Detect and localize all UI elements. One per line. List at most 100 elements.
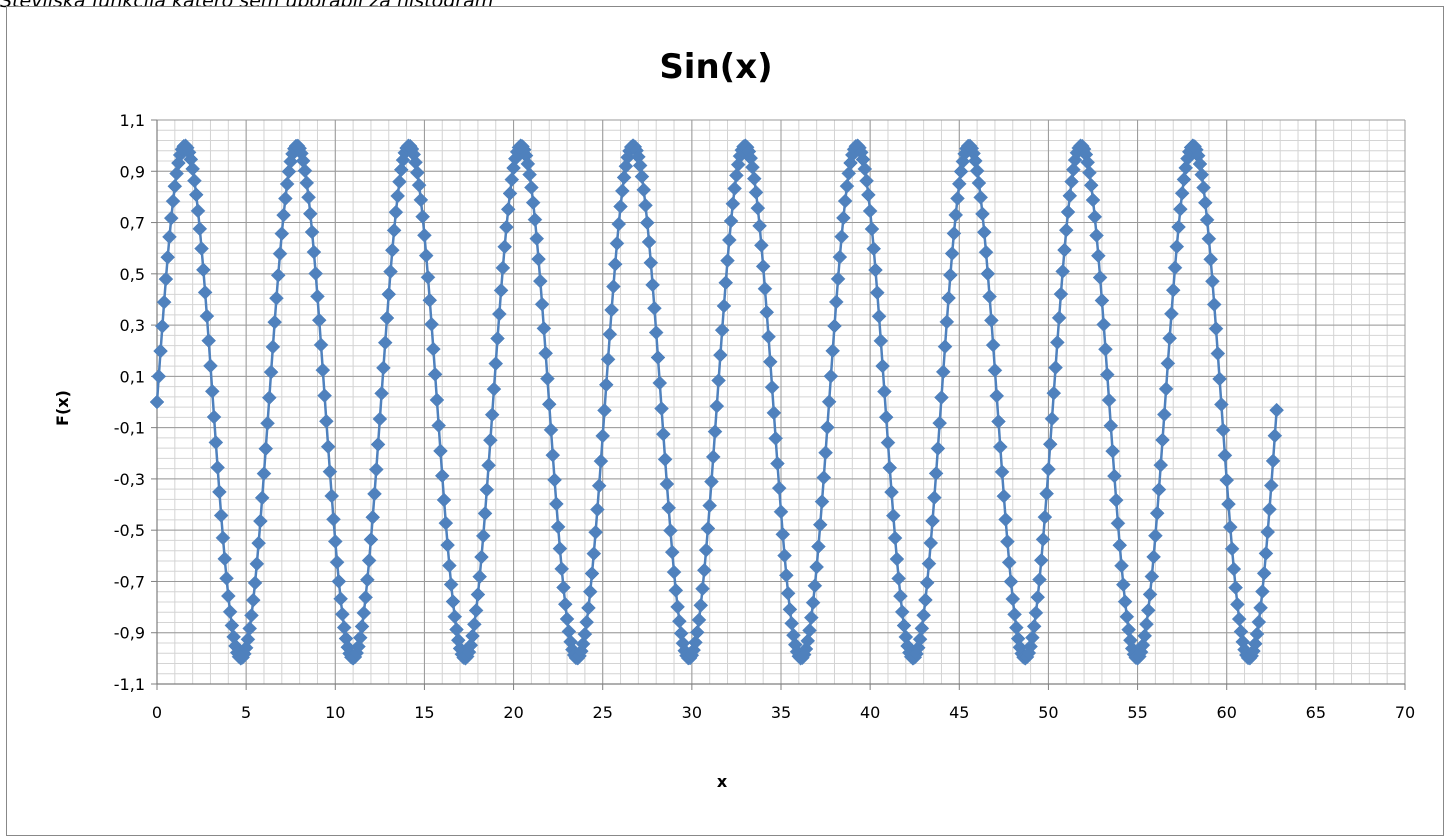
data-point — [655, 426, 671, 442]
data-point — [1028, 605, 1044, 621]
data-point — [609, 235, 625, 251]
data-point — [950, 191, 965, 206]
data-point — [766, 405, 782, 421]
data-point — [894, 604, 910, 620]
data-point — [1196, 180, 1211, 195]
data-point — [650, 350, 666, 365]
data-point — [1140, 602, 1156, 618]
data-point — [657, 452, 673, 467]
data-point — [538, 345, 554, 361]
data-point — [415, 209, 430, 225]
data-point — [752, 218, 767, 234]
data-point — [165, 193, 181, 209]
data-point — [634, 169, 650, 184]
y-tick-label: -0,7 — [114, 572, 145, 591]
data-point — [953, 164, 969, 179]
data-point — [324, 488, 340, 504]
sine-chart: 0 5 10 15 20 25 30 35 40 45 50 55 60 65 70 1,1 0,9 0,7 0,5… — [53, 47, 1415, 791]
data-point — [217, 551, 233, 567]
data-point — [1066, 162, 1081, 178]
data-point — [652, 375, 668, 391]
data-point — [247, 575, 263, 591]
data-point — [261, 390, 277, 406]
data-point — [577, 626, 593, 642]
data-point — [882, 460, 898, 476]
data-point — [816, 470, 832, 485]
data-point — [727, 181, 742, 196]
data-point — [240, 631, 256, 647]
data-point — [1155, 432, 1170, 448]
data-point — [821, 394, 837, 410]
data-point — [579, 614, 595, 630]
data-point — [647, 300, 662, 316]
y-tick-label: 0,3 — [120, 316, 145, 335]
data-point — [327, 534, 343, 549]
data-point — [254, 490, 270, 506]
data-point — [668, 583, 684, 598]
data-point — [716, 298, 732, 314]
x-tick-label: 50 — [1038, 703, 1058, 722]
data-point — [729, 168, 744, 183]
data-point — [263, 364, 279, 380]
data-point — [1222, 519, 1238, 535]
data-point — [279, 176, 295, 192]
data-point — [220, 588, 236, 604]
data-point — [1158, 381, 1174, 397]
data-point — [529, 231, 545, 246]
data-point — [481, 457, 496, 473]
data-point — [245, 592, 261, 608]
data-point — [784, 616, 800, 631]
data-point — [335, 606, 350, 622]
data-point — [203, 358, 218, 374]
data-point — [645, 277, 660, 293]
data-point — [1135, 637, 1151, 653]
data-point — [1226, 561, 1242, 577]
data-point — [636, 182, 652, 198]
data-point — [1005, 591, 1021, 607]
data-point — [386, 222, 402, 238]
data-point — [379, 310, 395, 326]
data-point — [582, 584, 598, 600]
data-point — [654, 401, 669, 416]
data-point — [1215, 422, 1231, 438]
data-point — [980, 266, 996, 282]
data-point — [260, 415, 275, 431]
data-point — [943, 267, 958, 283]
data-point — [595, 428, 611, 444]
data-point — [723, 213, 739, 229]
data-point — [169, 166, 184, 181]
data-point — [543, 422, 559, 438]
data-point — [991, 414, 1006, 429]
data-point — [875, 358, 890, 374]
y-tick-label: 1,1 — [120, 111, 145, 130]
data-point — [768, 431, 784, 446]
data-point — [1255, 584, 1270, 599]
data-point — [206, 409, 222, 425]
x-tick-label: 65 — [1306, 703, 1326, 722]
data-point — [536, 321, 552, 336]
data-point — [930, 441, 946, 456]
data-point — [951, 176, 967, 192]
data-point — [1228, 580, 1243, 595]
data-point — [818, 445, 833, 461]
data-point — [374, 386, 389, 401]
data-point — [809, 559, 825, 575]
data-point — [311, 312, 327, 328]
data-point — [466, 616, 482, 632]
data-point — [823, 368, 839, 384]
data-point — [185, 161, 201, 177]
data-point — [302, 206, 318, 222]
data-point — [1110, 515, 1126, 531]
data-point — [276, 207, 291, 223]
data-point — [272, 246, 288, 262]
data-point — [1082, 165, 1097, 181]
data-point — [805, 595, 821, 611]
data-point — [878, 409, 894, 425]
data-point — [322, 464, 338, 480]
data-point — [447, 609, 463, 624]
data-point — [923, 535, 939, 551]
data-point — [554, 561, 570, 577]
data-point — [761, 329, 776, 345]
data-point — [256, 466, 272, 481]
data-point — [299, 175, 315, 191]
